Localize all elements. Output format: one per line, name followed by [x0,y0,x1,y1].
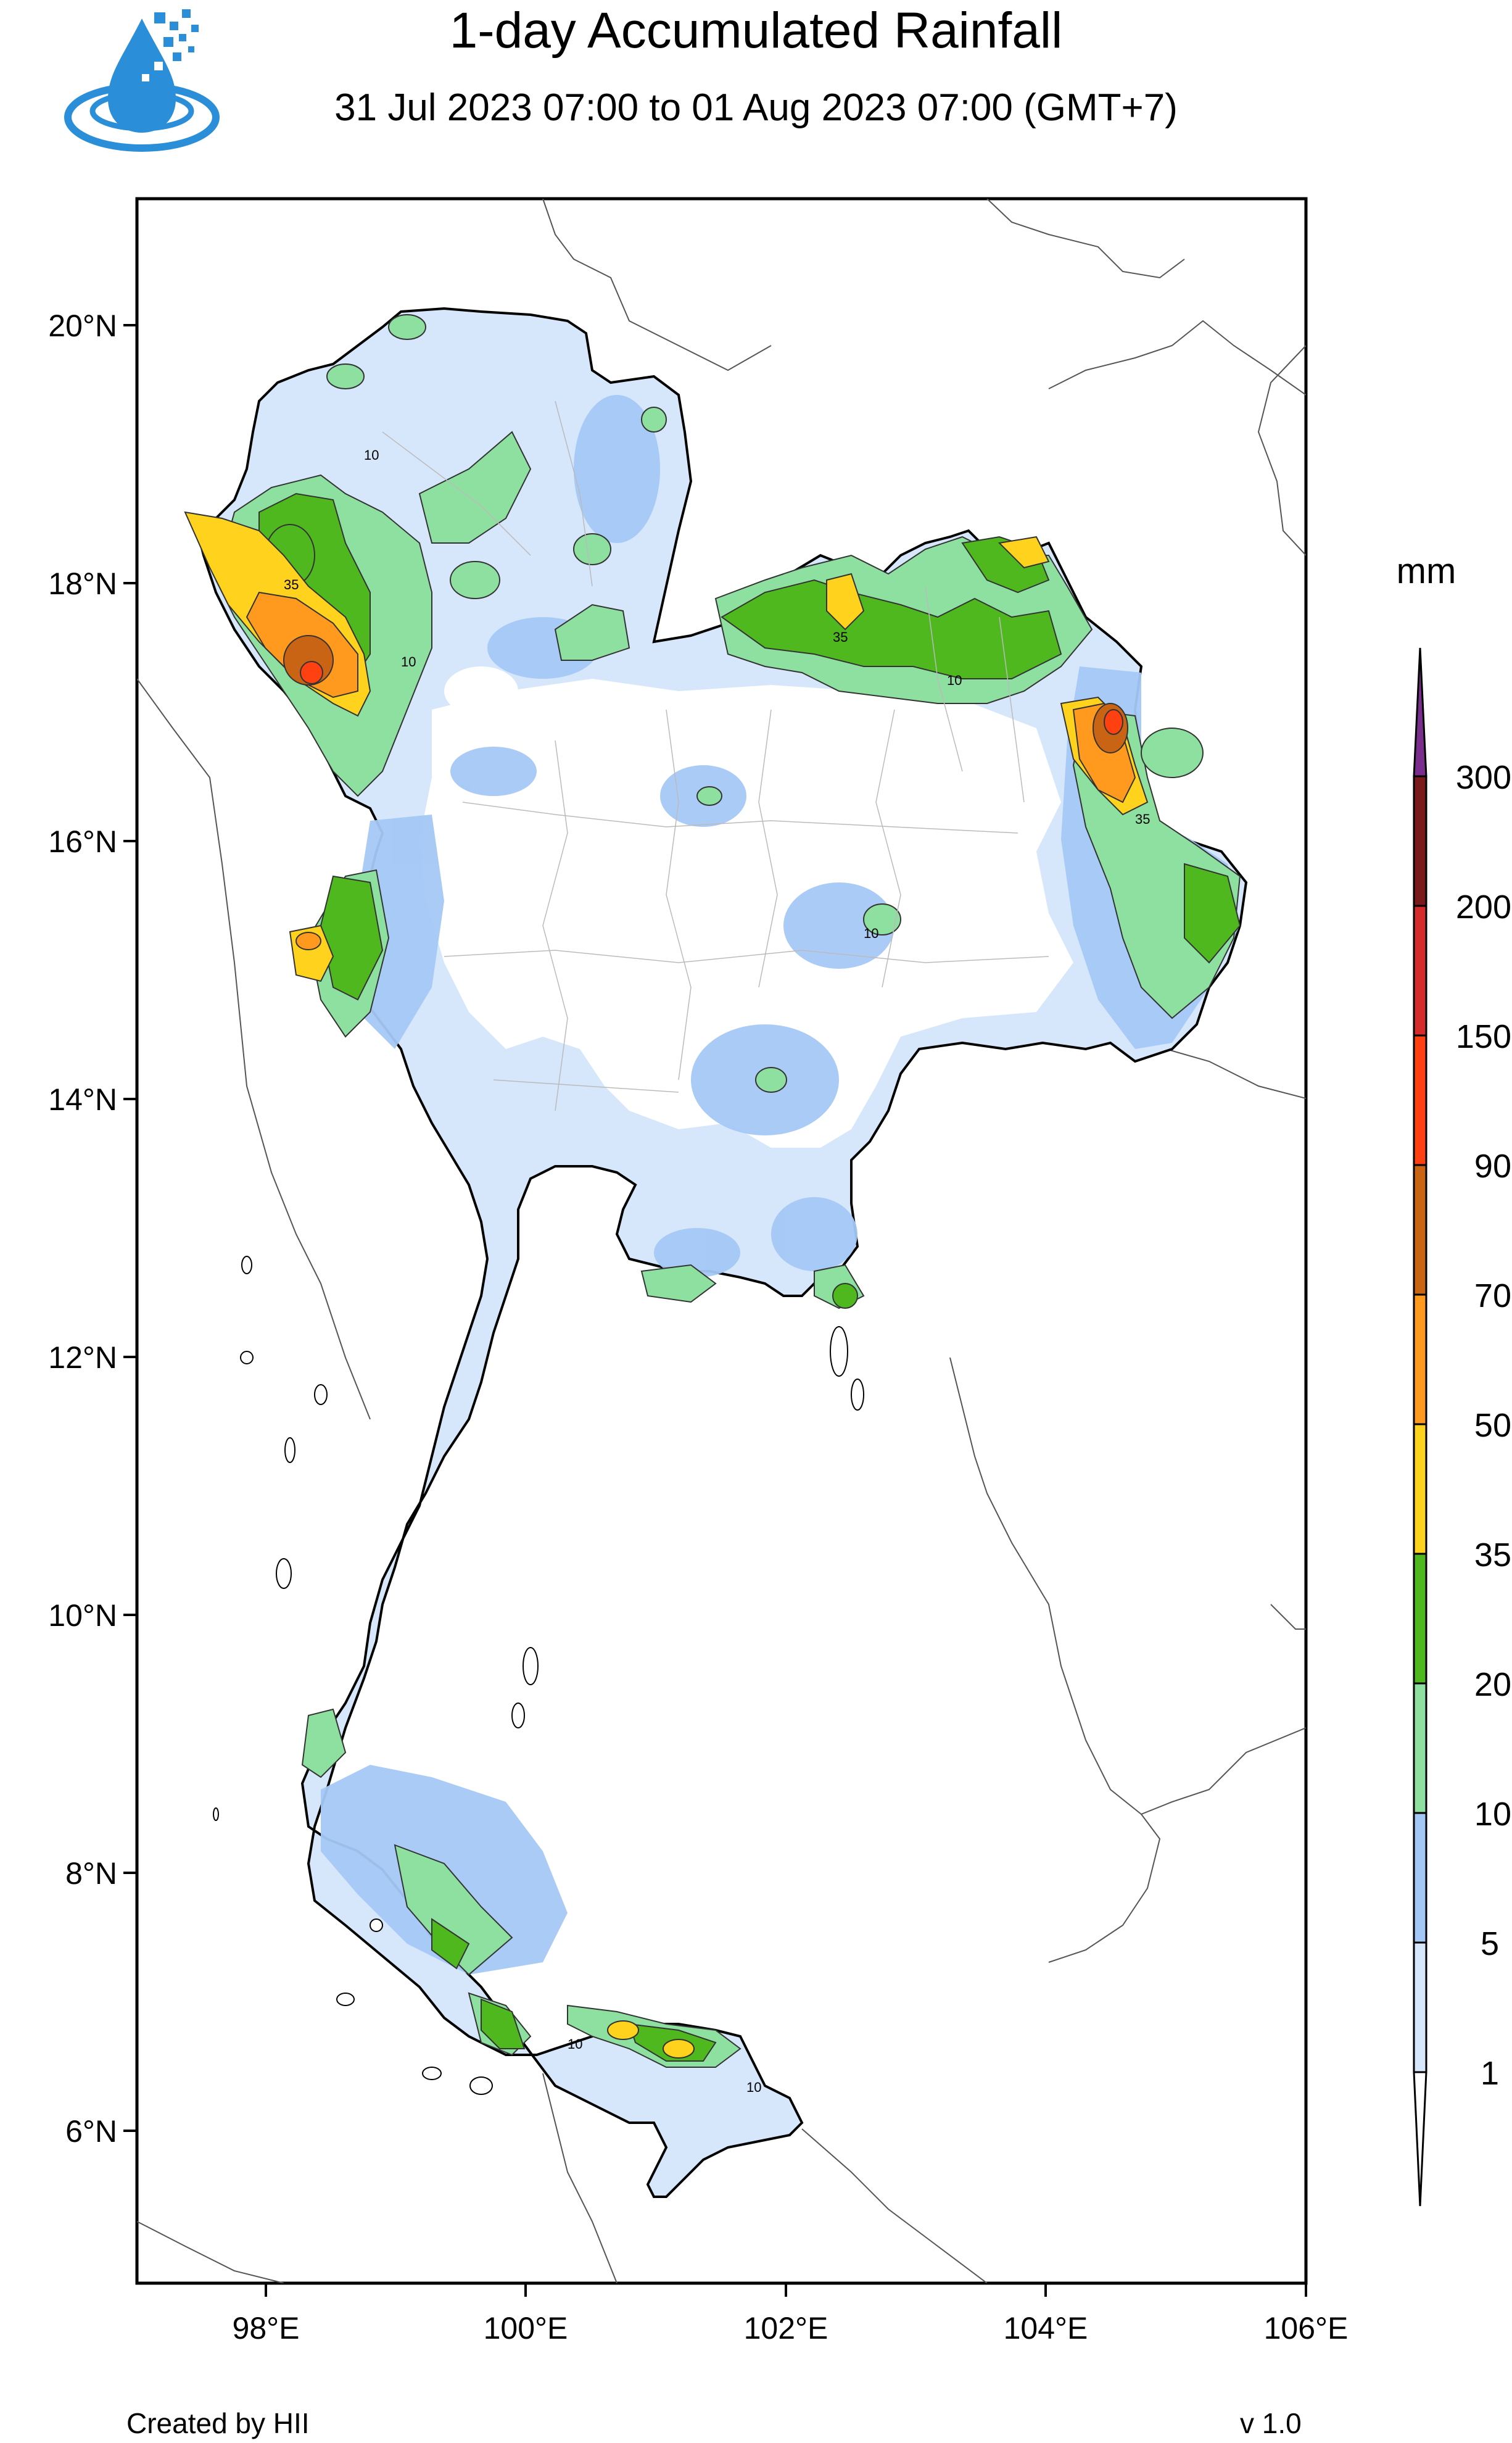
colorbar-label: 5 [1481,1925,1499,1962]
y-tick-label: 6°N [65,2114,117,2149]
islands [213,1256,864,2095]
neighbor-borders [137,199,1306,2283]
colorbar-label: 50 [1474,1407,1511,1444]
version-text: v 1.0 [1240,2407,1302,2439]
colorbar-label: 20 [1474,1666,1511,1703]
credit-text: Created by HII [126,2407,310,2439]
x-tick-label: 102°E [744,2311,828,2346]
colorbar-segment [1413,775,1427,907]
y-tick-label: 10°N [48,1598,117,1633]
x-tick-label: 104°E [1004,2311,1088,2346]
dry-area [419,666,1073,1148]
y-axis-labels: 20°N 18°N 16°N 14°N 12°N 10°N 8°N 6°N [48,309,117,2149]
contour-label: 10 [746,2080,761,2095]
colorbar: mm 300 200 150 90 70 50 35 20 10 5 1 [1397,551,1511,2207]
x-axis [265,2283,1307,2297]
colorbar-label: 10 [1474,1796,1511,1833]
colorbar-segment [1413,1682,1427,1814]
colorbar-labels: 300 200 150 90 70 50 35 20 10 5 1 [1456,759,1511,2092]
colorbar-label: 35 [1474,1537,1511,1574]
map-subtitle: 31 Jul 2023 07:00 to 01 Aug 2023 07:00 (… [334,86,1178,129]
x-tick-label: 106°E [1264,2311,1349,2346]
colorbar-segment [1413,1164,1427,1296]
contour-label: 10 [947,673,962,688]
colorbar-segment [1413,647,1427,778]
colorbar-label: 70 [1474,1277,1511,1314]
y-tick-label: 14°N [48,1082,117,1117]
colorbar-label: 300 [1456,759,1511,796]
y-tick-label: 12°N [48,1340,117,1375]
contour-label: 35 [833,629,848,645]
colorbar-label: 150 [1456,1018,1511,1055]
contour-label: 10 [364,447,379,463]
x-tick-label: 98°E [233,2311,300,2346]
x-axis-labels: 98°E 100°E 102°E 104°E 106°E [233,2311,1349,2346]
colorbar-label: 90 [1474,1148,1511,1185]
y-tick-label: 8°N [65,1856,117,1891]
y-tick-label: 20°N [48,309,117,343]
contour-label: 10 [864,926,878,941]
contour-labels: 10 35 10 35 10 35 10 10 10 [284,447,1150,2095]
colorbar-segment [1413,1034,1427,1166]
colorbar-segment [1413,1941,1427,2073]
x-tick-label: 100°E [484,2311,568,2346]
map-title: 1-day Accumulated Rainfall [449,2,1063,59]
colorbar-segment [1413,1293,1427,1425]
rain-90-150 [300,661,1123,735]
contour-label: 35 [284,577,299,592]
colorbar-segment [1413,2071,1427,2207]
contour-label: 35 [1135,811,1150,827]
contour-label: 10 [401,654,416,670]
colorbar-label: 1 [1481,2055,1499,2092]
y-tick-label: 16°N [48,824,117,859]
province-borders [382,400,1049,1111]
colorbar-segment [1413,905,1427,1037]
hii-logo-icon [64,9,220,152]
colorbar-segment [1413,1423,1427,1555]
y-axis [123,324,137,2132]
colorbar-segment [1413,1812,1427,1944]
colorbar-label: 200 [1456,889,1511,926]
colorbar-unit: mm [1397,551,1456,591]
y-tick-label: 18°N [48,566,117,601]
contour-label: 10 [568,2036,582,2052]
colorbar-segment [1413,1553,1427,1685]
